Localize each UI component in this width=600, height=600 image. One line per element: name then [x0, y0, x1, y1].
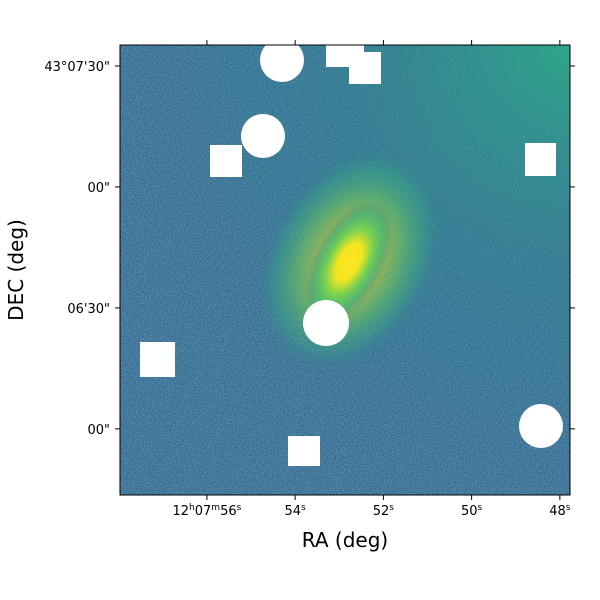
- x-tick-label: 48s: [549, 503, 571, 519]
- y-axis-label: DEC (deg): [4, 219, 28, 321]
- tick-sup: s: [389, 503, 394, 513]
- x-tick-label: 12h07m56s: [172, 503, 241, 519]
- tick-sup: s: [478, 503, 483, 513]
- x-tick-label: 54s: [285, 503, 307, 519]
- frame: [119, 44, 571, 496]
- tick-part: 48: [549, 504, 566, 519]
- tick-part: 54: [285, 504, 302, 519]
- y-tick-label: 00": [87, 423, 110, 438]
- tick-part: 56: [220, 504, 237, 519]
- tick-sup: m: [211, 503, 220, 513]
- tick-part: 07: [195, 504, 212, 519]
- tick-sup: s: [237, 503, 242, 513]
- tick-part: 12: [172, 504, 189, 519]
- x-tick-label: 52s: [373, 503, 395, 519]
- y-tick-label: 06'30": [67, 302, 110, 317]
- tick-part: 52: [373, 504, 390, 519]
- tick-sup: h: [189, 503, 195, 513]
- y-tick-label: 00": [87, 181, 110, 196]
- image: [120, 45, 570, 495]
- tick-sup: s: [566, 503, 571, 513]
- x-axis-label: RA (deg): [302, 528, 388, 552]
- tick-part: 50: [461, 504, 478, 519]
- x-tick-label: 50s: [461, 503, 483, 519]
- tick-sup: s: [301, 503, 306, 513]
- y-tick-label: 43°07'30": [44, 60, 110, 75]
